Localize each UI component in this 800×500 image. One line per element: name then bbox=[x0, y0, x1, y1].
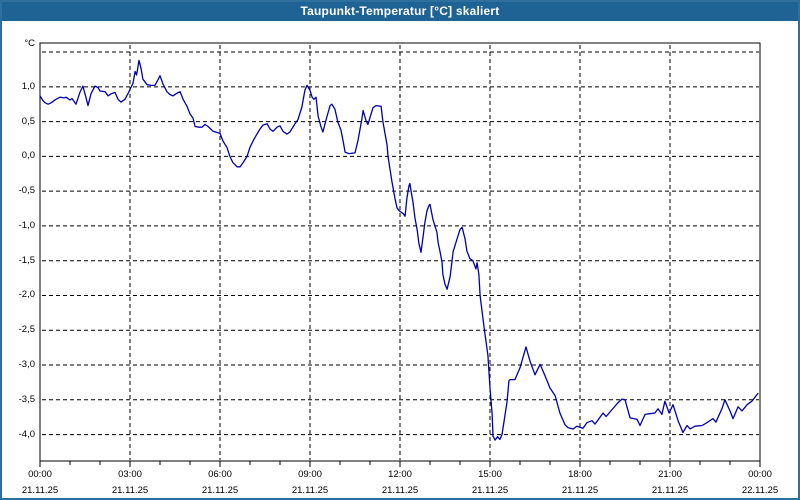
y-axis-tick-label: -3,0 bbox=[18, 359, 35, 371]
x-axis-time-label: 06:00 bbox=[208, 469, 232, 480]
x-axis-time-label: 03:00 bbox=[118, 469, 142, 480]
x-axis-date-label: 21.11.25 bbox=[651, 485, 689, 496]
y-axis-tick-label: -4,0 bbox=[18, 428, 35, 440]
x-axis-time-label: 18:00 bbox=[568, 469, 592, 480]
x-axis-date-label: 21.11.25 bbox=[561, 485, 599, 496]
x-axis-time-label: 15:00 bbox=[478, 469, 502, 480]
y-axis-tick-label: 1,0 bbox=[21, 80, 35, 92]
y-axis-tick-label: 0,5 bbox=[21, 115, 35, 127]
y-axis-tick-label: 0,0 bbox=[21, 150, 35, 162]
y-axis-tick-label: -2,0 bbox=[18, 289, 35, 301]
chart-area: °C 1,0 0,5 0,0 -0,5 -1,0 -1,5 -2,0 -2,5 -3,0 -3,5… bbox=[2, 21, 798, 498]
x-axis-date-label: 21.11.25 bbox=[471, 485, 509, 496]
x-axis-time-label: 09:00 bbox=[298, 469, 322, 480]
y-axis-tick-label: -3,5 bbox=[18, 393, 35, 405]
x-axis-date-label: 21.11.25 bbox=[201, 485, 239, 496]
x-axis-time-label: 00:00 bbox=[28, 469, 52, 480]
x-axis-time-label: 21:00 bbox=[658, 469, 682, 480]
x-axis-time-label: 12:00 bbox=[388, 469, 412, 480]
temperature-line bbox=[39, 59, 759, 441]
x-axis-time-label: 00:00 bbox=[748, 469, 772, 480]
y-axis-unit-label: °C bbox=[24, 38, 35, 49]
x-axis-date-label: 21.11.25 bbox=[291, 485, 329, 496]
x-axis-date-label: 21.11.25 bbox=[111, 485, 149, 496]
window-title: Taupunkt-Temperatur [°C] skaliert bbox=[300, 3, 500, 18]
window-titlebar: Taupunkt-Temperatur [°C] skaliert bbox=[2, 2, 798, 21]
y-axis-tick-label: -2,5 bbox=[18, 324, 35, 336]
y-axis-tick-label: -1,5 bbox=[18, 254, 35, 266]
x-axis-date-label: 22.11.25 bbox=[741, 485, 779, 496]
y-axis-tick-label: -0,5 bbox=[18, 185, 35, 197]
y-axis-tick-label: -1,0 bbox=[18, 219, 35, 231]
chart-canvas bbox=[39, 42, 761, 467]
x-axis-date-label: 21.11.25 bbox=[21, 485, 59, 496]
x-axis-date-label: 21.11.25 bbox=[381, 485, 419, 496]
